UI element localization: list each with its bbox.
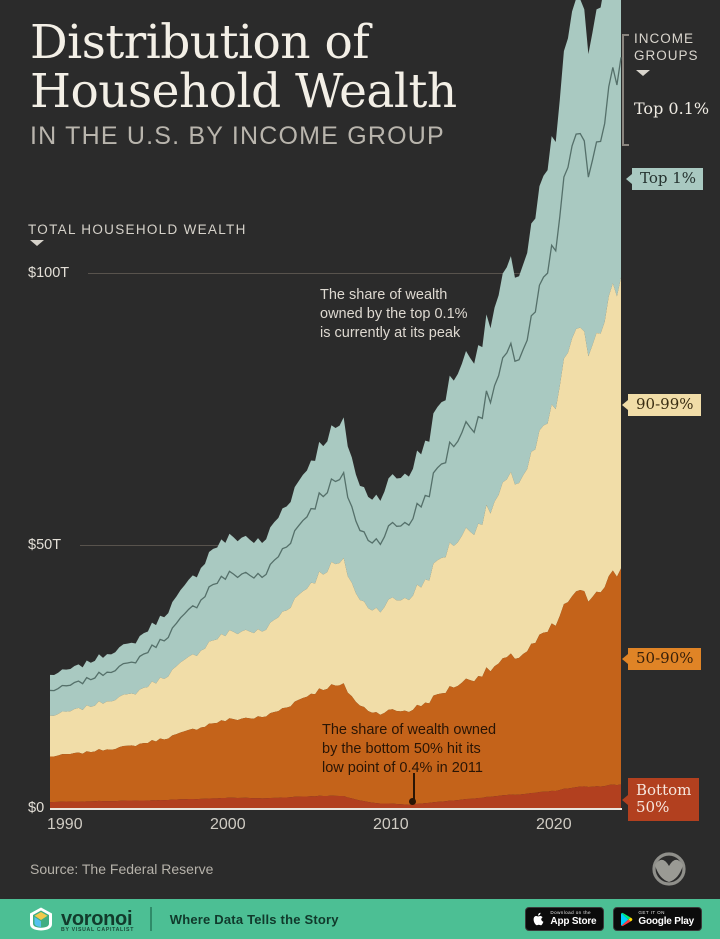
apple-icon	[534, 912, 544, 925]
legend-item-top-0-1-percent[interactable]: Top 0.1%	[634, 99, 710, 118]
plot-svg	[49, 0, 622, 808]
visual-capitalist-logo	[652, 852, 686, 886]
area-bottom-50-	[50, 784, 621, 808]
annotation-line: low point of 0.4% in 2011	[322, 760, 483, 776]
y-tick-100t: $100T	[28, 265, 70, 281]
legend-item-90-99-percent[interactable]: 90-99%	[622, 394, 701, 416]
caret-down-icon	[636, 70, 650, 76]
legend-group-header-line2: GROUPS	[634, 48, 699, 63]
google-play-label: Google Play	[638, 916, 694, 928]
footer-tagline: Where Data Tells the Story	[169, 911, 339, 927]
x-tick-2010: 2010	[373, 816, 409, 833]
legend-label-line2: 50%	[636, 798, 670, 816]
annotation-top-01-peak: The share of wealth owned by the top 0.1…	[320, 286, 468, 343]
annotation-line: is currently at its peak	[320, 325, 461, 341]
annotation-bottom-50-low: The share of wealth owned by the bottom …	[322, 721, 496, 778]
annotation-leader-line	[413, 773, 415, 801]
google-play-badge[interactable]: GET IT ON Google Play	[613, 907, 702, 931]
y-tick-0: $0	[28, 800, 45, 816]
legend-label-line1: Bottom	[636, 781, 692, 799]
area-top-0-1-	[50, 0, 621, 691]
stacked-area-chart: TOTAL HOUSEHOLD WEALTH $100T $50T $0 199…	[28, 0, 710, 833]
y-tick-50t: $50T	[28, 537, 62, 553]
annotation-marker-dot	[409, 798, 416, 805]
app-store-badge[interactable]: Download on the App Store	[525, 907, 605, 931]
y-axis-title: TOTAL HOUSEHOLD WEALTH	[28, 222, 247, 237]
page-title-line1: Distribution of	[30, 15, 370, 70]
brand-sublabel: BY VISUAL CAPITALIST	[61, 926, 135, 933]
voronoi-logo-icon	[30, 907, 52, 931]
brand-label: voronoi	[61, 907, 133, 930]
gridline-100t	[88, 273, 536, 274]
footer-divider	[150, 907, 152, 931]
annotation-line: The share of wealth owned	[322, 722, 497, 738]
page-subtitle: IN THE U.S. BY INCOME GROUP	[30, 122, 445, 150]
legend-item-top-1-percent[interactable]: Top 1%	[625, 168, 704, 190]
x-axis-baseline	[50, 808, 622, 810]
legend-item-50-90-percent[interactable]: 50-90%	[622, 648, 701, 670]
x-tick-2000: 2000	[210, 816, 246, 833]
voronoi-brand-name: voronoi BY VISUAL CAPITALIST	[61, 907, 135, 933]
app-store-badges: Download on the App Store GET IT ON Goog…	[525, 907, 702, 931]
annotation-line: The share of wealth	[320, 287, 448, 303]
x-tick-2020: 2020	[536, 816, 572, 833]
google-play-prefix: GET IT ON	[638, 909, 665, 915]
legend-item-bottom-50-percent[interactable]: Bottom 50%	[621, 778, 700, 821]
header: Distribution of Household Wealth IN THE …	[30, 18, 550, 151]
legend-group-header: INCOME GROUPS	[634, 30, 699, 64]
area-50-90-	[50, 568, 621, 805]
app-store-label: App Store	[550, 916, 597, 928]
x-tick-1990: 1990	[47, 816, 83, 833]
app-store-prefix: Download on the	[550, 909, 591, 915]
annotation-line: owned by the top 0.1%	[320, 306, 468, 322]
source-note: Source: The Federal Reserve	[30, 861, 214, 877]
legend-group-header-line1: INCOME	[634, 31, 694, 46]
area-90-99-	[50, 277, 621, 757]
google-play-icon	[621, 912, 633, 926]
footer-bar: voronoi BY VISUAL CAPITALIST Where Data …	[0, 899, 720, 939]
area-top-1-	[50, 57, 621, 716]
legend-bracket	[622, 34, 629, 146]
page-title-line2: Household Wealth	[30, 64, 457, 119]
annotation-line: by the bottom 50% hit its	[322, 741, 481, 757]
caret-down-icon	[30, 240, 44, 246]
